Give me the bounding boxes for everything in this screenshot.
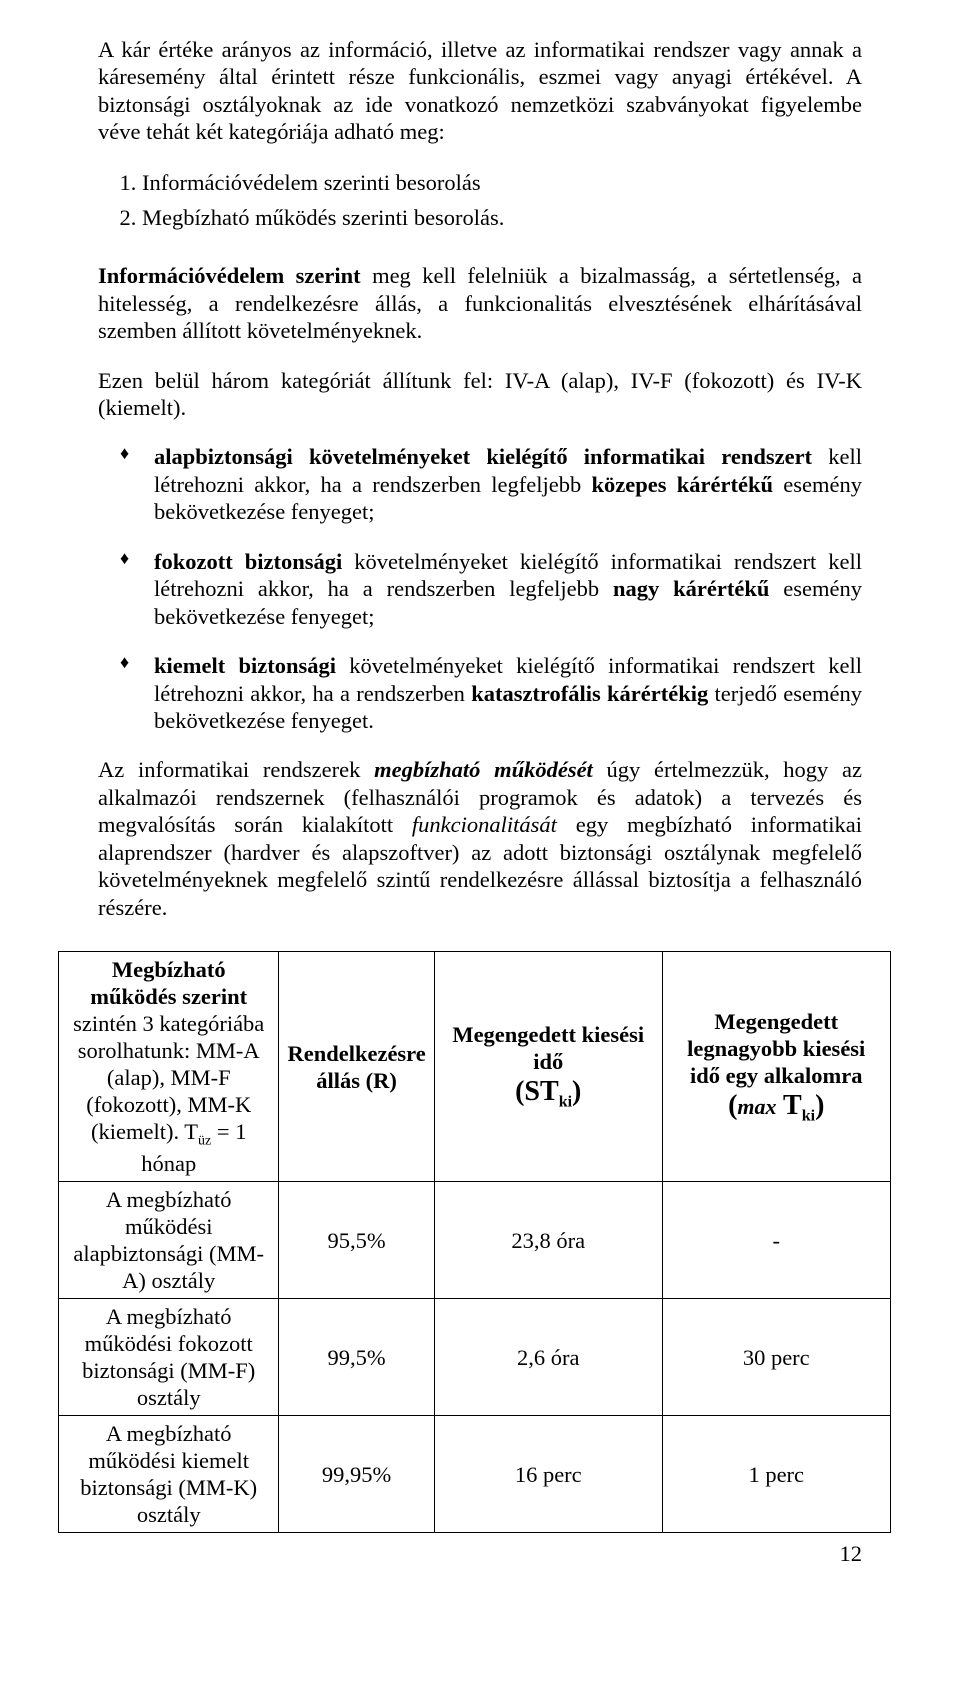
bold-run: fokozott biztonsági bbox=[154, 549, 342, 574]
page-number: 12 bbox=[98, 1541, 862, 1567]
formula: (STki) bbox=[515, 1076, 581, 1107]
cell-r: 99,95% bbox=[279, 1416, 434, 1533]
list-item-2: Megbízható működés szerinti besorolás. bbox=[142, 203, 862, 232]
bold-run: Információvédelem szerint bbox=[98, 263, 361, 288]
cell-stki: 23,8 óra bbox=[434, 1182, 662, 1299]
bullet-item-alap: alapbiztonsági követelményeket kielégítő… bbox=[142, 443, 862, 525]
table-row: A megbízható működési kiemelt biztonsági… bbox=[59, 1416, 891, 1533]
paragraph-reliable: Az informatikai rendszerek megbízható mű… bbox=[98, 756, 862, 921]
cell-r: 99,5% bbox=[279, 1299, 434, 1416]
header-cell-r: Rendelkezésre állás (R) bbox=[279, 952, 434, 1182]
table-header-row: Megbízható működés szerint szintén 3 kat… bbox=[59, 952, 891, 1182]
document-page: A kár értéke arányos az információ, ille… bbox=[0, 0, 960, 1603]
reliability-table: Megbízható működés szerint szintén 3 kat… bbox=[58, 951, 891, 1533]
cell-max: 1 perc bbox=[662, 1416, 890, 1533]
cell-max: 30 perc bbox=[662, 1299, 890, 1416]
category-list: Információvédelem szerinti besorolás Meg… bbox=[98, 168, 862, 233]
paragraph-infoprotect: Információvédelem szerint meg kell felel… bbox=[98, 262, 862, 344]
paragraph-categories: Ezen belül három kategóriát állítunk fel… bbox=[98, 367, 862, 422]
bullet-item-kiemelt: kiemelt biztonsági követelményeket kielé… bbox=[142, 652, 862, 734]
bold-run: nagy kárértékű bbox=[613, 576, 769, 601]
subscript: üz bbox=[198, 1134, 211, 1149]
list-item-1: Információvédelem szerinti besorolás bbox=[142, 168, 862, 197]
text-run: (S bbox=[515, 1076, 540, 1107]
italic-run: funkcionalitását bbox=[412, 812, 557, 837]
header-cell-desc: Megbízható működés szerint szintén 3 kat… bbox=[59, 952, 279, 1182]
subscript: ki bbox=[802, 1107, 815, 1124]
bold-italic-run: megbízható működését bbox=[374, 757, 593, 782]
cell-stki: 2,6 óra bbox=[434, 1299, 662, 1416]
text-run: T bbox=[540, 1076, 559, 1107]
paragraph-intro: A kár értéke arányos az információ, ille… bbox=[98, 36, 862, 146]
text-run: Az informatikai rendszerek bbox=[98, 757, 374, 782]
table-row: A megbízható működési alapbiztonsági (MM… bbox=[59, 1182, 891, 1299]
cell-desc: A megbízható működési kiemelt biztonsági… bbox=[59, 1416, 279, 1533]
italic-run: max bbox=[737, 1094, 776, 1119]
bold-run: alapbiztonsági követelményeket kielégítő… bbox=[154, 444, 812, 469]
bold-run: közepes kárértékű bbox=[591, 472, 773, 497]
text-run: ) bbox=[572, 1076, 581, 1107]
bullet-item-fokozott: fokozott biztonsági követelményeket kiel… bbox=[142, 548, 862, 630]
text-run: ) bbox=[815, 1090, 824, 1121]
formula: (max Tki) bbox=[728, 1090, 824, 1121]
bold-run: katasztrofális kárértékig bbox=[471, 681, 708, 706]
cell-desc: A megbízható működési alapbiztonsági (MM… bbox=[59, 1182, 279, 1299]
cell-max: - bbox=[662, 1182, 890, 1299]
bold-run: Megbízható működés szerint bbox=[90, 957, 247, 1009]
cell-r: 95,5% bbox=[279, 1182, 434, 1299]
bullet-list: alapbiztonsági követelményeket kielégítő… bbox=[98, 443, 862, 734]
cell-stki: 16 perc bbox=[434, 1416, 662, 1533]
cell-desc: A megbízható működési fokozott biztonság… bbox=[59, 1299, 279, 1416]
subscript: ki bbox=[559, 1094, 572, 1111]
header-cell-stki: Megengedett kiesési idő (STki) bbox=[434, 952, 662, 1182]
text-run: Megengedett legnagyobb kiesési idő egy a… bbox=[687, 1009, 865, 1088]
bold-run: kiemelt biztonsági bbox=[154, 653, 336, 678]
table-row: A megbízható működési fokozott biztonság… bbox=[59, 1299, 891, 1416]
header-cell-maxtki: Megengedett legnagyobb kiesési idő egy a… bbox=[662, 952, 890, 1182]
text-run: Megengedett kiesési idő bbox=[452, 1022, 644, 1074]
text-run: T bbox=[777, 1090, 802, 1121]
